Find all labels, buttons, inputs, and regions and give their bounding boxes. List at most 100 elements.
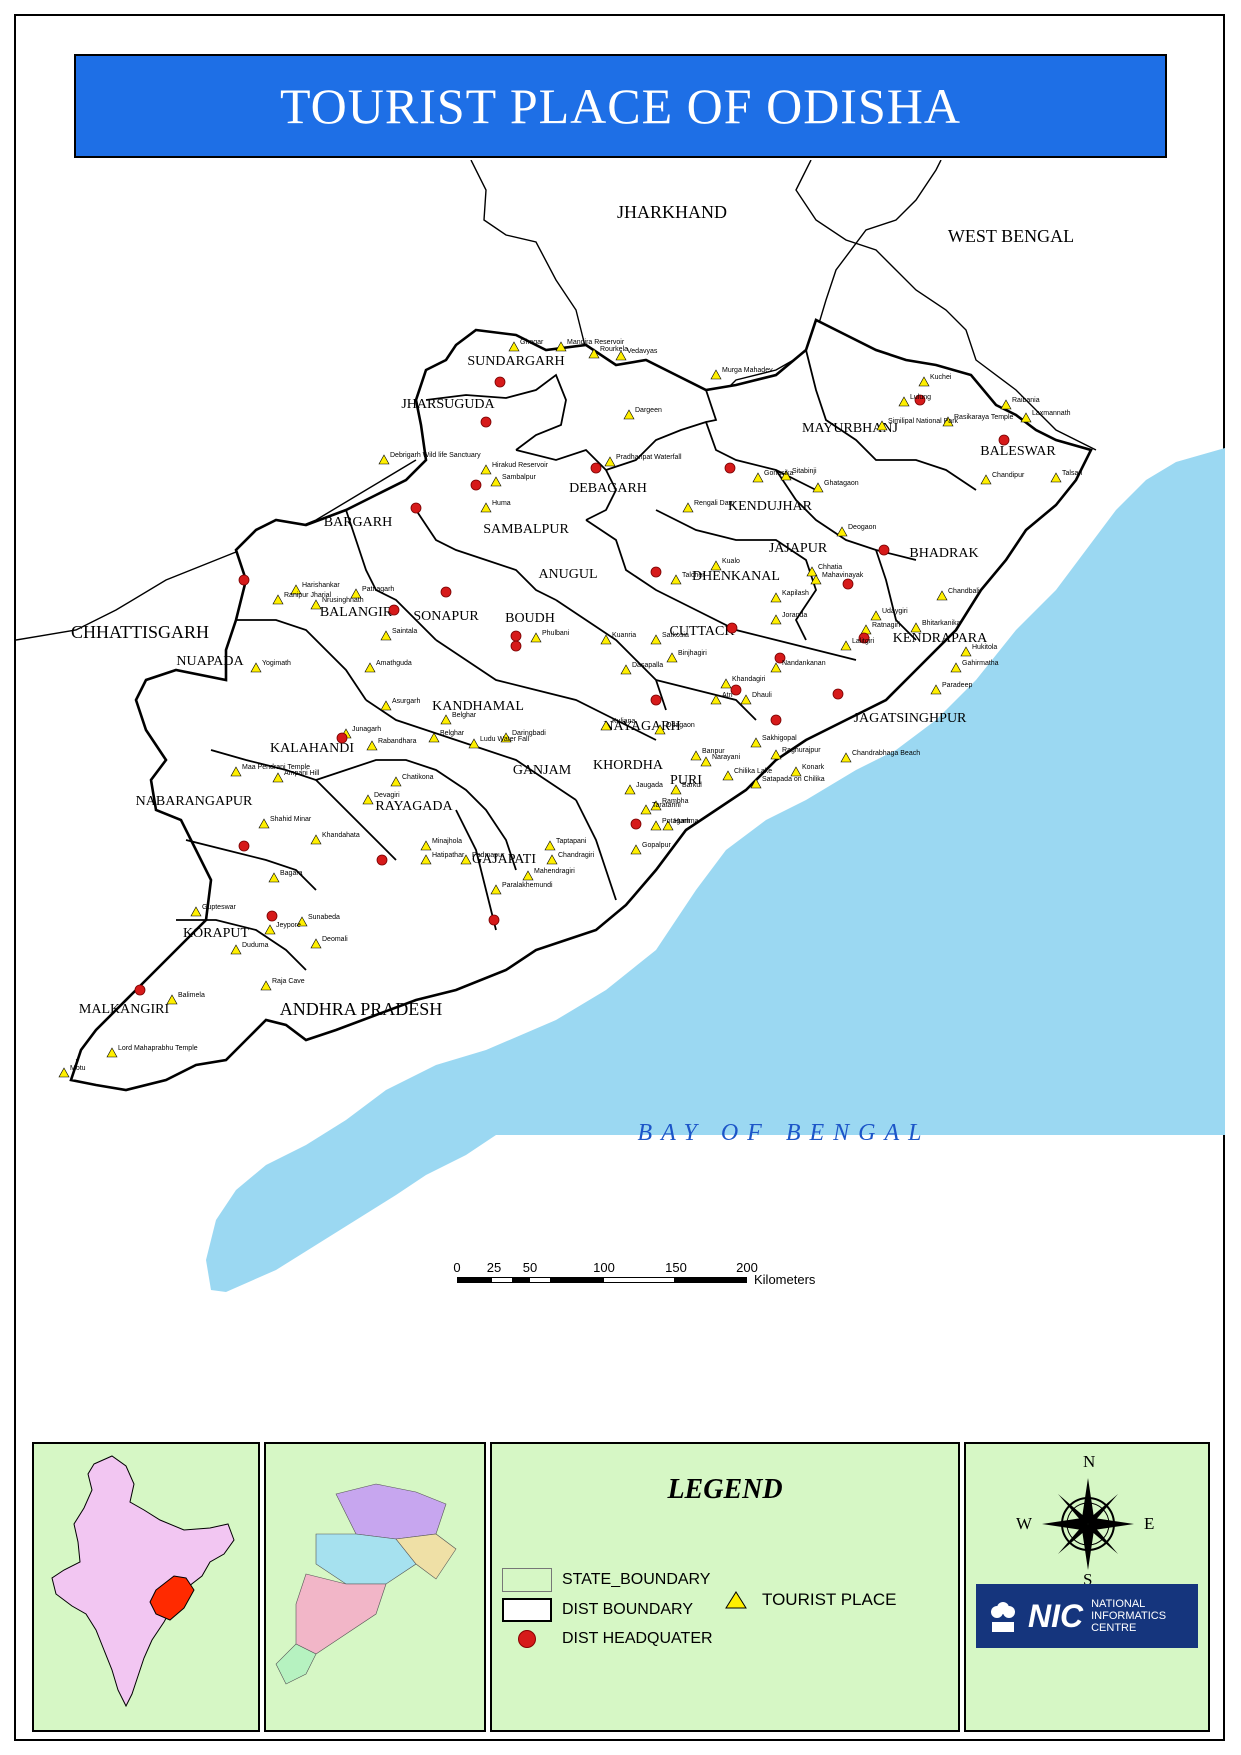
tourist-place-marker-malkangiri_temple[interactable] [106, 1047, 118, 1058]
district-headquarter-dhenkanal[interactable] [726, 622, 738, 634]
tourist-place-marker-bagara[interactable] [268, 872, 280, 883]
tourist-place-marker-gahirmatha[interactable] [950, 662, 962, 673]
tourist-place-marker-raghurajpur[interactable] [770, 749, 782, 760]
tourist-place-marker-rabandhara[interactable] [366, 740, 378, 751]
tourist-place-marker-kuliana[interactable] [600, 720, 612, 731]
tourist-place-marker-narayani[interactable] [700, 756, 712, 767]
tourist-place-marker-gupteswar[interactable] [190, 906, 202, 917]
tourist-place-marker-sakhigopal[interactable] [750, 737, 762, 748]
tourist-place-marker-hirakud[interactable] [480, 464, 492, 475]
tourist-place-marker-patnagarh[interactable] [350, 588, 362, 599]
tourist-place-marker-chandbali[interactable] [936, 590, 948, 601]
district-headquarter-debagarh[interactable] [590, 462, 602, 474]
tourist-place-marker-belghar[interactable] [428, 732, 440, 743]
district-headquarter-cuttack[interactable] [774, 652, 786, 664]
tourist-place-marker-gandhamardan[interactable] [310, 599, 322, 610]
district-headquarter-anugul[interactable] [650, 566, 662, 578]
district-headquarter-sonapur[interactable] [440, 586, 452, 598]
district-headquarter-puri[interactable] [770, 714, 782, 726]
tourist-place-marker-huma[interactable] [480, 502, 492, 513]
district-headquarter-kalahandi[interactable] [336, 732, 348, 744]
tourist-place-marker-debrigarh[interactable] [378, 454, 390, 465]
tourist-place-marker-mandira[interactable] [555, 341, 567, 352]
tourist-place-marker-mahendragiri[interactable] [522, 870, 534, 881]
district-headquarter-sundargarh[interactable] [494, 376, 506, 388]
tourist-place-marker-paradeep[interactable] [930, 684, 942, 695]
district-headquarter-jagatsinghpur[interactable] [832, 688, 844, 700]
tourist-place-marker-deomali[interactable] [310, 938, 322, 949]
tourist-place-marker-kuanria[interactable] [600, 634, 612, 645]
tourist-place-marker-amathguda[interactable] [364, 662, 376, 673]
tourist-place-marker-bhitarkanika[interactable] [910, 622, 922, 633]
district-headquarter-nuapada[interactable] [238, 574, 250, 586]
district-headquarter-nabarangapur[interactable] [238, 840, 250, 852]
tourist-place-marker-hatipathar[interactable] [420, 854, 432, 865]
tourist-place-marker-lulung[interactable] [898, 396, 910, 407]
tourist-place-marker-daringbadi[interactable] [500, 732, 512, 743]
district-headquarter-nayagarh[interactable] [650, 694, 662, 706]
tourist-place-marker-chatikona[interactable] [390, 776, 402, 787]
tourist-place-marker-pendrani[interactable] [230, 766, 242, 777]
district-headquarter-bargarh[interactable] [410, 502, 422, 514]
district-headquarter-koraput[interactable] [266, 910, 278, 922]
tourist-place-marker-rengali[interactable] [682, 502, 694, 513]
tourist-place-marker-khandagiri[interactable] [720, 678, 732, 689]
tourist-place-marker-chhatia[interactable] [806, 566, 818, 577]
tourist-place-marker-paralakhemundi[interactable] [490, 884, 502, 895]
tourist-place-marker-chandipur[interactable] [980, 474, 992, 485]
tourist-place-marker-yogimath[interactable] [250, 662, 262, 673]
district-headquarter-sambalpur[interactable] [470, 479, 482, 491]
tourist-place-marker-sitabinji[interactable] [780, 470, 792, 481]
tourist-place-marker-mahavinayak[interactable] [810, 574, 822, 585]
district-headquarter-malkangiri[interactable] [134, 984, 146, 996]
tourist-place-marker-khiching[interactable] [918, 376, 930, 387]
tourist-place-marker-duduma[interactable] [230, 944, 242, 955]
tourist-place-marker-devagiri[interactable] [362, 794, 374, 805]
tourist-place-marker-ranipur[interactable] [272, 594, 284, 605]
district-headquarter-gajapati[interactable] [488, 914, 500, 926]
tourist-place-marker-nandankanan[interactable] [770, 662, 782, 673]
district-headquarter-balangir[interactable] [388, 604, 400, 616]
tourist-place-marker-lalitgiri[interactable] [840, 640, 852, 651]
tourist-place-marker-jaugada[interactable] [624, 784, 636, 795]
tourist-place-marker-ghatagaon[interactable] [812, 482, 824, 493]
tourist-place-marker-baliguda[interactable] [440, 714, 452, 725]
district-headquarter-khordha[interactable] [730, 684, 742, 696]
tourist-place-marker-vedavyas[interactable] [615, 350, 627, 361]
tourist-place-marker-hukitola[interactable] [960, 646, 972, 657]
tourist-place-marker-raibania[interactable] [1000, 399, 1012, 410]
tourist-place-marker-taptapani[interactable] [544, 840, 556, 851]
tourist-place-marker-pradhanpat[interactable] [604, 456, 616, 467]
district-headquarter-baleswar[interactable] [998, 434, 1010, 446]
tourist-place-marker-rani_duduma[interactable] [260, 980, 272, 991]
tourist-place-marker-sunabeda[interactable] [296, 916, 308, 927]
tourist-place-marker-tarasankar[interactable] [640, 804, 652, 815]
tourist-place-marker-dhauli[interactable] [740, 694, 752, 705]
tourist-place-marker-udaygiri[interactable] [870, 610, 882, 621]
tourist-place-marker-motu[interactable] [58, 1067, 70, 1078]
district-headquarter-jharsuguda[interactable] [480, 416, 492, 428]
tourist-place-marker-chandrabhaga[interactable] [840, 752, 852, 763]
tourist-place-marker-humma[interactable] [662, 820, 674, 831]
tourist-place-marker-potagarh[interactable] [650, 820, 662, 831]
tourist-place-marker-harishankar[interactable] [290, 584, 302, 595]
district-headquarter-mayurbhanj[interactable] [914, 394, 926, 406]
tourist-place-marker-talsari[interactable] [1050, 472, 1062, 483]
district-headquarter-boudh[interactable] [510, 640, 522, 652]
tourist-place-marker-murga[interactable] [710, 369, 722, 380]
tourist-place-marker-kapilash[interactable] [770, 592, 782, 603]
tourist-place-marker-atri[interactable] [710, 694, 722, 705]
tourist-place-marker-binjhagiri[interactable] [666, 652, 678, 663]
tourist-place-marker-rasikaraya[interactable] [942, 416, 954, 427]
tourist-place-marker-ludu[interactable] [468, 738, 480, 749]
tourist-place-marker-talcher[interactable] [670, 574, 682, 585]
tourist-place-marker-minajhola[interactable] [420, 840, 432, 851]
tourist-place-marker-chilika[interactable] [722, 770, 734, 781]
tourist-place-marker-chandragiri[interactable] [546, 854, 558, 865]
tourist-place-marker-rourkela[interactable] [588, 348, 600, 359]
tourist-place-marker-dargeen[interactable] [623, 409, 635, 420]
tourist-place-marker-shabarimala[interactable] [258, 818, 270, 829]
tourist-place-marker-laxmannath[interactable] [1020, 412, 1032, 423]
tourist-place-marker-satkosia[interactable] [650, 634, 662, 645]
tourist-place-marker-odagaon[interactable] [654, 724, 666, 735]
